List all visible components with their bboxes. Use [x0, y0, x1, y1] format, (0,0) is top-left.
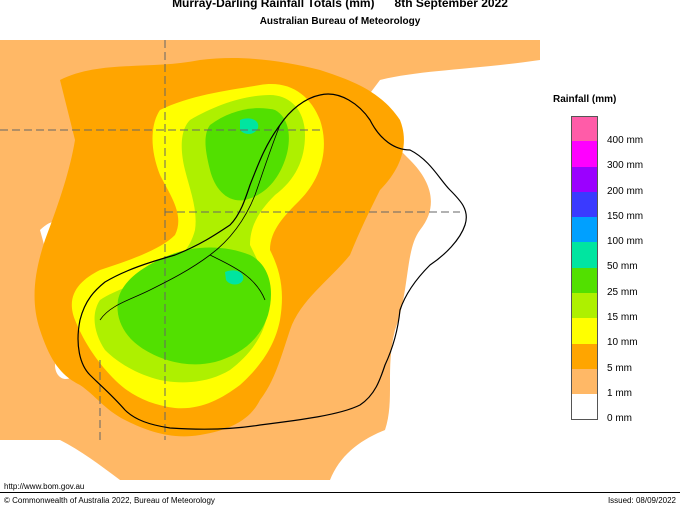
legend-swatch — [571, 217, 598, 243]
legend-label: 5 mm — [607, 362, 632, 374]
legend-label: 15 mm — [607, 312, 638, 324]
legend-label: 200 mm — [607, 185, 644, 197]
state-borders — [0, 40, 460, 440]
copyright-text: © Commonwealth of Australia 2022, Bureau… — [4, 496, 215, 505]
legend-label: 150 mm — [607, 210, 644, 222]
legend-swatch — [571, 191, 598, 218]
legend-swatch — [571, 293, 598, 319]
rainfall-zone-25mm-north — [205, 108, 289, 201]
issued-date: Issued: 08/09/2022 — [607, 496, 676, 505]
legend-label: 300 mm — [607, 160, 644, 172]
rainfall-zone-0mm-sea — [0, 440, 120, 480]
legend-swatch — [571, 242, 598, 268]
rainfall-map — [0, 40, 540, 480]
source-url[interactable]: http://www.bom.gov.au — [4, 482, 85, 491]
legend-swatch — [571, 166, 598, 192]
legend-label: 50 mm — [607, 261, 638, 273]
footer-divider — [0, 492, 680, 493]
legend-label: 400 mm — [607, 135, 644, 146]
river-lines — [99, 124, 281, 321]
legend-label: 1 mm — [607, 387, 632, 399]
rainfall-zone-0mm-east — [330, 60, 540, 480]
legend-swatch — [571, 141, 598, 167]
legend-swatch — [571, 343, 598, 369]
basin-boundary — [77, 93, 467, 430]
map-title: Murray-Darling Rainfall Totals (mm) 8th … — [172, 0, 508, 10]
legend-label: 0 mm — [607, 413, 632, 425]
legend-swatch — [571, 318, 598, 344]
legend-swatch — [571, 267, 598, 294]
legend-swatch — [571, 368, 598, 395]
rainfall-zone-50mm-south — [225, 270, 244, 285]
map-subtitle: Australian Bureau of Meteorology — [259, 16, 421, 27]
legend-swatch — [571, 116, 598, 142]
legend-label: 10 mm — [607, 337, 638, 349]
legend-title: Rainfall (mm) — [553, 94, 617, 105]
legend-label: 100 mm — [607, 236, 644, 248]
legend-swatch — [571, 394, 598, 420]
legend-label: 25 mm — [607, 286, 638, 298]
